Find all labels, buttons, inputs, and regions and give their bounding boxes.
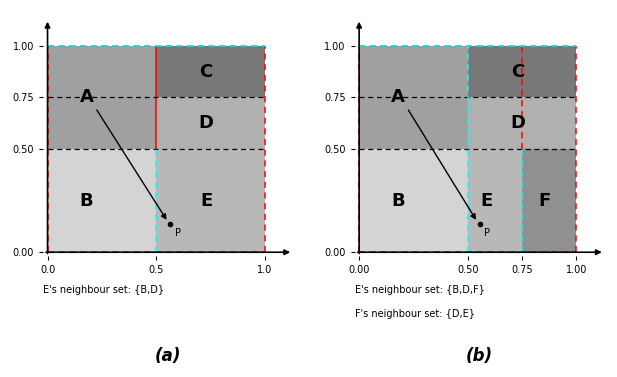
Bar (48, 46, 156, 149)
Text: P: P (484, 228, 490, 239)
Text: B: B (80, 192, 93, 210)
Bar (359, 149, 468, 252)
Bar (48, 149, 156, 252)
Text: C: C (199, 63, 213, 81)
Text: B: B (391, 192, 405, 210)
Text: (a): (a) (155, 346, 181, 365)
Text: F: F (539, 192, 551, 210)
Text: C: C (511, 63, 524, 81)
Text: A: A (80, 88, 94, 106)
Text: E's neighbour set: {B,D,F}: E's neighbour set: {B,D,F} (355, 285, 484, 295)
Bar (468, 149, 522, 252)
Bar (522, 149, 576, 252)
Bar (156, 149, 265, 252)
Bar (359, 46, 468, 149)
Text: E: E (480, 192, 492, 210)
Bar (156, 46, 265, 97)
Bar (156, 97, 265, 149)
Text: P: P (175, 228, 181, 239)
Text: D: D (199, 114, 213, 132)
Text: E's neighbour set: {B,D}: E's neighbour set: {B,D} (43, 285, 164, 295)
Bar (468, 97, 576, 149)
Text: A: A (391, 88, 405, 106)
Text: F's neighbour set: {D,E}: F's neighbour set: {D,E} (355, 309, 474, 319)
Text: E: E (200, 192, 212, 210)
Text: D: D (510, 114, 525, 132)
Bar (468, 46, 576, 97)
Text: (b): (b) (466, 346, 493, 365)
